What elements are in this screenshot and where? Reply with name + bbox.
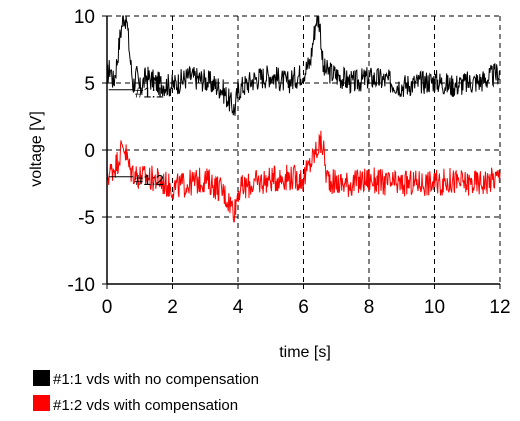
tick-labels: 0 2 4 6 8 10 12 -10 -5 0 5 10 xyxy=(68,7,511,318)
grid xyxy=(107,15,501,284)
x-tick-label: 8 xyxy=(364,297,375,318)
x-tick-label: 4 xyxy=(233,297,244,318)
y-tick-label: -5 xyxy=(78,208,95,229)
y-tick-label: -10 xyxy=(68,275,95,296)
series-label: #1:1 xyxy=(135,85,164,102)
x-tick-label: 0 xyxy=(102,297,113,318)
x-tick-label: 10 xyxy=(424,297,445,318)
legend: #1:1 vds with no compensation #1:2 vds w… xyxy=(33,370,259,414)
legend-swatch-red xyxy=(33,395,50,411)
x-axis-title: time [s] xyxy=(279,344,331,361)
axes xyxy=(102,15,501,289)
legend-label-compensation: #1:2 vds with compensation xyxy=(53,397,238,414)
series-line xyxy=(106,130,501,223)
x-tick-label: 2 xyxy=(167,297,178,318)
series-line xyxy=(106,15,501,116)
y-tick-label: 0 xyxy=(84,141,95,162)
legend-label-no-compensation: #1:1 vds with no compensation xyxy=(53,371,259,388)
x-tick-label: 12 xyxy=(489,297,510,318)
x-tick-label: 6 xyxy=(298,297,309,318)
legend-swatch-black xyxy=(33,370,50,386)
series-layer: #1:1 #1:2 xyxy=(106,15,501,223)
y-tick-label: 5 xyxy=(84,74,95,95)
series-label: #1:2 xyxy=(135,172,164,189)
y-tick-label: 10 xyxy=(74,7,95,28)
y-axis-title: voltage [V] xyxy=(28,111,45,187)
